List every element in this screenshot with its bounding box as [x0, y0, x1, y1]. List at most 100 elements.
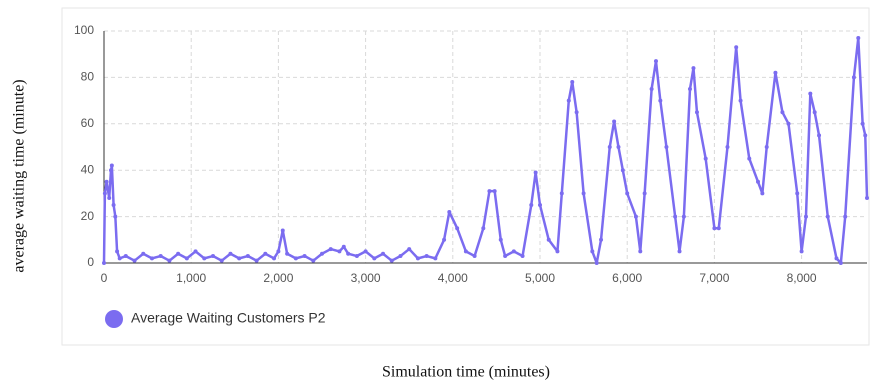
y-tick-label: 60 — [81, 116, 95, 130]
data-point — [109, 163, 114, 168]
data-point — [117, 256, 122, 261]
data-point — [132, 258, 137, 263]
data-point — [184, 256, 189, 261]
data-point — [633, 214, 638, 219]
data-point — [415, 256, 420, 261]
data-point — [398, 254, 403, 259]
x-tick-label: 8,000 — [787, 271, 817, 285]
data-point — [687, 87, 692, 91]
data-point — [756, 179, 760, 184]
data-point — [566, 98, 571, 103]
data-point — [625, 191, 630, 196]
data-point — [245, 254, 250, 259]
data-point — [825, 214, 830, 219]
data-point — [285, 251, 290, 256]
data-point — [211, 254, 215, 259]
data-point — [653, 59, 658, 64]
data-point — [442, 237, 447, 242]
data-point — [158, 254, 163, 259]
data-point — [616, 145, 621, 149]
x-tick-label: 3,000 — [351, 271, 381, 285]
data-point — [272, 256, 277, 261]
data-point — [237, 256, 242, 261]
data-point — [773, 70, 778, 75]
data-point — [481, 226, 486, 231]
data-point — [812, 110, 817, 115]
data-point — [328, 247, 333, 252]
data-point — [492, 189, 497, 194]
data-point — [341, 244, 346, 249]
data-point — [337, 249, 342, 254]
data-point — [463, 249, 468, 254]
data-point — [725, 145, 730, 149]
data-point — [838, 261, 843, 265]
data-point — [638, 249, 643, 254]
data-point — [363, 249, 368, 254]
data-point — [111, 203, 116, 207]
data-point — [780, 110, 785, 115]
data-point — [520, 254, 525, 259]
data-point — [574, 110, 579, 115]
data-point — [407, 247, 412, 252]
data-point — [649, 87, 654, 91]
data-point — [538, 203, 542, 207]
data-point — [263, 251, 268, 256]
data-point — [559, 191, 564, 196]
data-point — [738, 98, 743, 103]
data-point — [555, 249, 560, 254]
data-point — [808, 91, 813, 96]
data-point — [712, 226, 717, 231]
data-point — [620, 168, 625, 173]
data-point — [799, 249, 804, 254]
data-point — [546, 237, 551, 242]
y-axis-label: average waiting time (minute) — [11, 79, 28, 272]
data-point — [389, 258, 394, 263]
data-point — [354, 254, 359, 259]
data-point — [381, 251, 386, 256]
data-point — [228, 251, 233, 256]
x-tick-label: 0 — [101, 271, 108, 285]
data-point — [424, 254, 429, 259]
data-point — [747, 156, 752, 161]
y-tick-label: 80 — [81, 70, 95, 84]
data-point — [276, 249, 281, 254]
legend-marker — [105, 310, 123, 328]
y-tick-label: 40 — [81, 162, 95, 176]
data-point — [433, 256, 438, 261]
data-point — [219, 258, 224, 263]
data-point — [856, 35, 861, 40]
data-point — [716, 226, 721, 231]
x-tick-label: 1,000 — [176, 271, 206, 285]
data-point — [498, 237, 503, 242]
chart-panel — [61, 7, 870, 346]
data-point — [764, 145, 769, 149]
data-point — [843, 214, 848, 219]
data-point — [503, 254, 508, 259]
data-point — [293, 256, 298, 261]
data-point — [113, 214, 118, 219]
data-point — [795, 191, 800, 196]
data-point — [865, 196, 869, 201]
data-point — [607, 145, 612, 149]
data-point — [703, 156, 708, 161]
data-point — [193, 249, 198, 254]
data-point — [803, 214, 808, 219]
data-point — [860, 121, 865, 126]
x-tick-label: 5,000 — [525, 271, 555, 285]
data-point — [642, 191, 647, 196]
data-point — [149, 256, 154, 261]
data-point — [202, 256, 207, 261]
data-point — [681, 214, 686, 219]
data-point — [511, 249, 516, 254]
y-tick-label: 0 — [87, 255, 94, 269]
data-point — [529, 203, 534, 207]
data-point — [734, 45, 739, 50]
data-point — [346, 251, 351, 256]
data-point — [590, 249, 595, 254]
data-point — [102, 261, 106, 265]
data-point — [472, 254, 477, 259]
data-point — [533, 170, 538, 175]
data-point — [658, 98, 663, 103]
data-point — [320, 251, 324, 256]
